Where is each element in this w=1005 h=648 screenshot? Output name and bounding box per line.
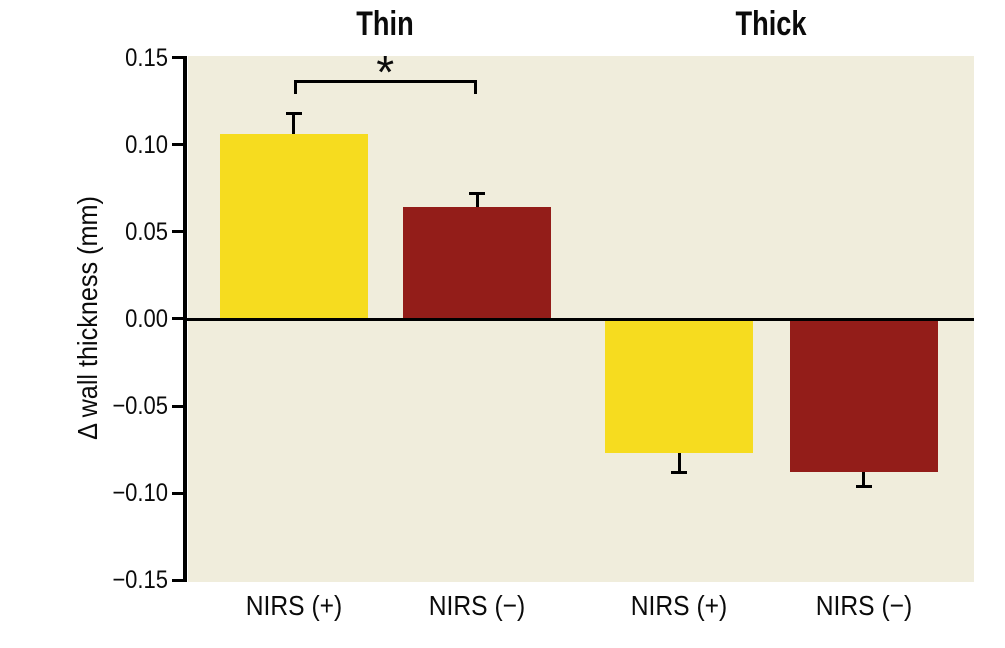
bar-thick-nirs-positive (605, 318, 753, 454)
y-tick-mark (172, 491, 183, 495)
y-tick-mark (172, 230, 183, 234)
bar-thin-nirs-positive (219, 134, 368, 319)
y-tick-mark (172, 143, 183, 147)
y-tick-label: 0.05 (125, 217, 168, 246)
y-tick-label: 0.15 (125, 43, 168, 72)
error-bar-stem (475, 191, 479, 208)
error-bar-stem (862, 472, 865, 489)
x-axis-label: NIRS (−) (428, 590, 526, 621)
y-tick-mark (172, 578, 183, 582)
y-tick-mark (172, 317, 183, 321)
group-title-thick: Thick (735, 5, 807, 43)
error-bar-stem (677, 453, 681, 475)
y-axis-title: Δ wall thickness (mm) (72, 196, 103, 440)
bar-thick-nirs-negative (789, 318, 938, 473)
error-bar-cap (855, 485, 872, 489)
error-bar-stem (292, 111, 295, 135)
y-tick-label: −0.05 (112, 392, 168, 421)
error-bar-cap (285, 111, 302, 115)
x-axis-label: NIRS (+) (630, 590, 728, 621)
group-title-thin: Thin (356, 5, 414, 43)
x-axis-label: NIRS (+) (245, 590, 342, 621)
significance-bracket-line (293, 80, 477, 83)
significance-asterisk: * (376, 46, 395, 98)
y-tick-mark (172, 404, 183, 408)
error-bar-cap (469, 191, 485, 195)
significance-bracket-end-left (293, 80, 297, 94)
significance-bracket-end-right (474, 80, 477, 94)
y-tick-label: 0.10 (125, 130, 168, 159)
x-axis-label: NIRS (−) (815, 590, 912, 621)
y-tick-mark (172, 56, 183, 59)
error-bar-cap (671, 471, 687, 475)
y-tick-label: −0.10 (112, 479, 168, 508)
y-tick-label: −0.15 (112, 566, 168, 595)
bar-thin-nirs-negative (403, 207, 551, 319)
y-tick-label: 0.00 (125, 304, 168, 333)
zero-baseline (183, 317, 974, 321)
